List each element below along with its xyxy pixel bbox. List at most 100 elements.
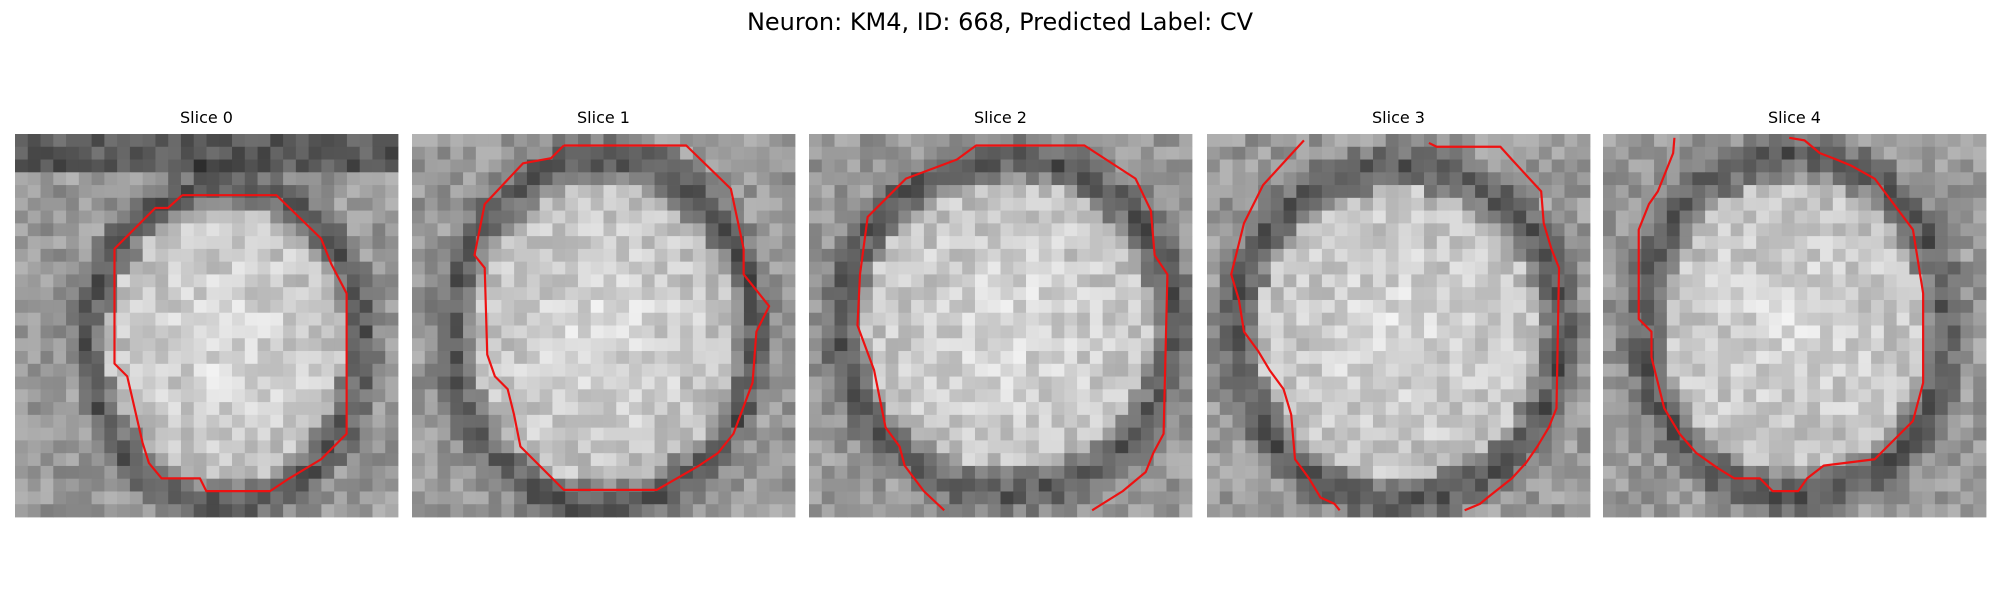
pixel [1705, 440, 1719, 454]
pixel [692, 197, 707, 211]
pixel [308, 491, 322, 505]
pixel [450, 223, 464, 237]
pixel [1436, 197, 1450, 211]
pixel [1436, 478, 1450, 492]
pixel [1692, 440, 1706, 454]
pixel [1692, 274, 1706, 288]
pixel [949, 402, 963, 416]
pixel [1768, 146, 1783, 160]
pixel [1973, 210, 1987, 224]
pixel [834, 478, 848, 492]
pixel [219, 210, 233, 224]
pixel [1692, 299, 1706, 314]
pixel [756, 389, 770, 403]
pixel [78, 389, 92, 403]
pixel [1385, 134, 1399, 148]
pixel [270, 325, 284, 339]
pixel [616, 223, 630, 237]
pixel [1538, 478, 1553, 492]
pixel [1500, 236, 1514, 250]
pixel [1679, 325, 1693, 339]
pixel [1245, 351, 1259, 365]
pixel [552, 376, 566, 390]
pixel [1321, 185, 1336, 199]
pixel [1013, 185, 1027, 199]
pixel [155, 440, 169, 454]
pixel [1064, 197, 1078, 211]
pixel [1858, 478, 1872, 492]
pixel [590, 261, 604, 275]
pixel [1845, 427, 1859, 441]
pixel [1089, 172, 1104, 186]
pixel [129, 453, 144, 467]
pixel [1705, 414, 1719, 429]
pixel [1089, 478, 1104, 492]
pixel [1768, 389, 1783, 403]
pixel [1500, 453, 1514, 467]
pixel [1641, 172, 1655, 186]
pixel [475, 172, 489, 186]
pixel [860, 325, 874, 339]
pixel [1628, 376, 1642, 390]
pixel [27, 185, 41, 199]
pixel [308, 312, 322, 326]
pixel [1513, 363, 1527, 377]
pixel [1781, 248, 1795, 263]
pixel [847, 504, 861, 518]
pixel [1166, 427, 1180, 441]
pixel [1411, 312, 1425, 326]
pixel [1051, 351, 1065, 365]
pixel [1411, 248, 1425, 263]
pixel [424, 248, 438, 263]
pixel [756, 197, 770, 211]
pixel [66, 261, 80, 275]
pixel [539, 491, 553, 505]
pixel [898, 185, 912, 199]
pixel [1832, 185, 1846, 199]
pixel [705, 146, 719, 160]
pixel [1424, 504, 1438, 518]
pixel [450, 134, 464, 148]
pixel [1179, 363, 1193, 377]
pixel [53, 210, 67, 224]
pixel [1577, 197, 1591, 211]
pixel [1845, 134, 1859, 148]
pixel [1449, 453, 1463, 467]
pixel [1013, 351, 1027, 365]
pixel [962, 504, 976, 518]
pixel [488, 210, 502, 224]
pixel [911, 248, 925, 263]
pixel [424, 159, 438, 173]
pixel [667, 248, 681, 263]
pixel [1436, 389, 1450, 403]
pixel [911, 146, 925, 160]
pixel [180, 312, 195, 326]
pixel [1641, 453, 1655, 467]
pixel [872, 440, 886, 454]
pixel [1140, 223, 1155, 237]
pixel [1845, 376, 1859, 390]
pixel [1871, 402, 1885, 416]
pixel [53, 159, 67, 173]
pixel [1513, 351, 1527, 365]
pixel [514, 491, 528, 505]
pixel [1102, 376, 1116, 390]
pixel [270, 261, 284, 275]
pixel [412, 414, 426, 429]
pixel [1487, 248, 1502, 263]
pixel [1128, 491, 1142, 505]
pixel [1730, 402, 1744, 416]
pixel [1909, 376, 1923, 390]
pixel [1564, 325, 1578, 339]
pixel [1692, 363, 1706, 377]
pixel [463, 197, 477, 211]
pixel [463, 325, 477, 339]
pixel [680, 287, 694, 301]
pixel [308, 351, 322, 365]
pixel [1140, 414, 1155, 429]
pixel [1000, 287, 1014, 301]
pixel [962, 465, 976, 480]
pixel [27, 491, 41, 505]
pixel [308, 389, 322, 403]
pixel [257, 197, 271, 211]
